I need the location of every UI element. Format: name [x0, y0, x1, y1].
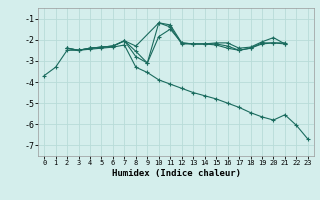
X-axis label: Humidex (Indice chaleur): Humidex (Indice chaleur): [111, 169, 241, 178]
